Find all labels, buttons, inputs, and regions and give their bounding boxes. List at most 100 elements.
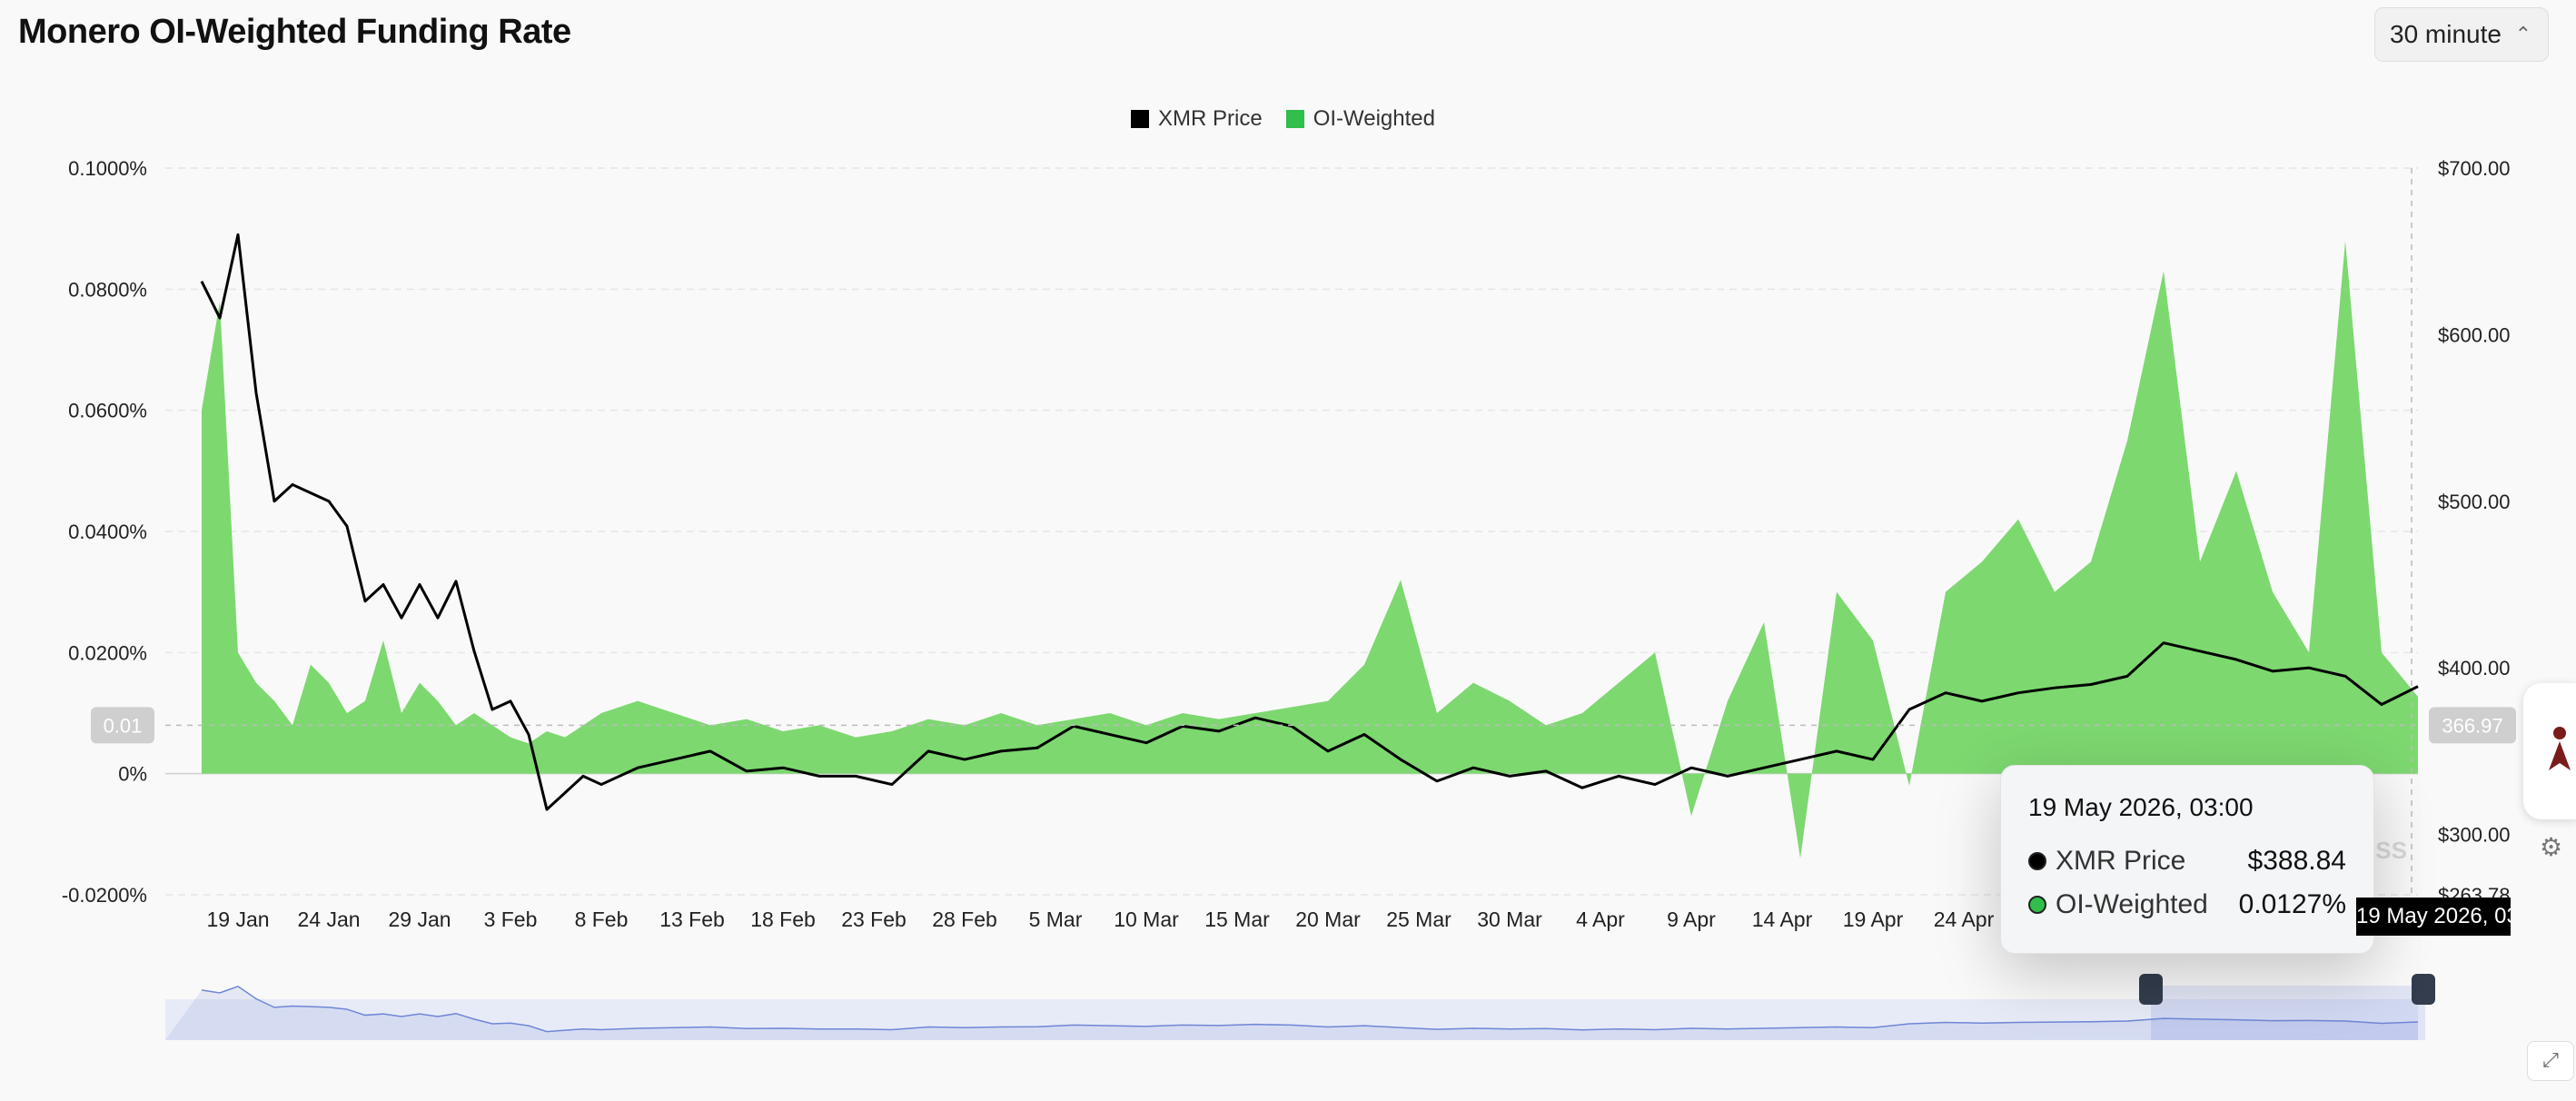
funding-area-segment [202,301,220,774]
tooltip-dot-price [2028,852,2046,870]
x-tick-label: 8 Feb [575,908,629,931]
funding-area-segment [238,652,256,774]
funding-area-segment [2055,561,2091,774]
x-tick-label: 19 Jan [206,908,269,931]
funding-area-segment [856,731,892,774]
navigator-handle [2139,974,2163,1005]
funding-area-segment [965,713,1001,774]
funding-area-segment [1328,664,1364,774]
x-tick-label: 25 Mar [1386,908,1451,931]
tooltip-value-price: $388.84 [2247,846,2346,876]
x-tick-label: 3 Feb [484,908,538,931]
y-right-tick-label: $600.00 [2438,323,2511,346]
tooltip-row-price: XMR Price $388.84 [2028,846,2346,877]
x-tick-label: 13 Feb [659,908,725,931]
gear-icon[interactable]: ⚙ [2540,833,2563,861]
funding-area-segment [1001,713,1037,774]
funding-area-segment [1837,591,1873,774]
x-tick-label: 10 Mar [1114,908,1179,931]
interval-label: 30 minute [2390,20,2502,48]
x-tick-label: 5 Mar [1029,908,1083,931]
crosshair-right-tag-bg [2429,707,2516,744]
x-tick-label: 24 Jan [297,908,360,931]
tooltip-date: 19 May 2026, 03:00 [2028,793,2254,821]
y-left-tick-label: 0.0400% [68,521,147,543]
funding-area-segment [2164,271,2200,774]
funding-area-segment [274,700,292,774]
expand-icon[interactable]: ⤢ [2527,1041,2574,1081]
funding-area-segment [492,725,510,774]
funding-area-segment [892,719,928,774]
navigator-background [165,999,2418,1040]
x-tick-label: 28 Feb [932,908,997,931]
y-left-tick-label: 0.0200% [68,641,147,664]
funding-area-segment [1800,591,1837,858]
funding-area-segment [1909,591,1946,786]
funding-area-segment [2309,241,2345,774]
funding-area-segment [1582,682,1619,774]
funding-area-segment [1691,700,1728,817]
y-left-tick-label: -0.0200% [62,884,147,907]
funding-area-segment [1183,713,1219,774]
funding-area-segment [256,682,274,774]
interval-select[interactable]: 30 minute ⌃ [2374,7,2549,62]
funding-area-segment [1764,622,1800,858]
funding-area-segment [1219,713,1255,774]
funding-area-segment [420,682,438,774]
page-title: Monero OI-Weighted Funding Rate [18,13,571,51]
x-tick-label: 15 Mar [1204,908,1270,931]
legend-swatch-funding [1285,110,1304,128]
y-right-tick-label: $400.00 [2438,657,2511,679]
navigator [165,974,2435,1040]
funding-area-segment [2091,441,2127,774]
funding-area-segment [1255,707,1292,774]
x-tick-label: 24 Apr [1934,908,1995,931]
navigator-handle [2412,974,2435,1005]
funding-area-segment [1146,713,1183,774]
funding-area-segment [565,725,583,774]
funding-area-segment [1037,719,1074,774]
funding-area-segment [1074,713,1110,774]
funding-area-segment [928,719,965,774]
funding-area-segment [1619,652,1655,774]
tooltip-label-funding: OI-Weighted [2056,889,2208,919]
funding-area-segment [783,725,819,774]
updown-chevron-icon: ⌃ [2514,23,2531,45]
funding-area-segment [347,700,365,774]
x-tick-label: 20 Mar [1295,908,1361,931]
tooltip-label-price: XMR Price [2056,846,2186,876]
funding-area-segment [1982,519,2018,774]
funding-area-segment [1873,640,1909,786]
funding-area-segment [329,682,347,774]
x-tick-label: 29 Jan [388,908,451,931]
legend-item-funding[interactable]: OI-Weighted [1285,106,1435,132]
funding-area-segment [438,700,456,774]
crosshair-right-label: 366.97 [2442,714,2502,737]
funding-area-segment [1437,682,1473,774]
x-tick-label: 14 Apr [1752,908,1813,931]
x-tick-label: 30 Mar [1477,908,1542,931]
y-left-tick-label: 0.0800% [68,278,147,301]
funding-area-segment [1110,713,1146,774]
legend-label-price: XMR Price [1158,106,1263,131]
funding-area-segment [292,664,311,774]
funding-area-segment [529,731,547,774]
funding-area [202,241,2418,858]
funding-area-segment [747,719,783,774]
navigator-area [165,986,2418,1040]
y-left-tick-label: 0% [118,763,147,786]
x-tick-label: 18 Feb [750,908,816,931]
funding-area-segment [1401,580,1437,774]
funding-area-segment [1364,580,1401,774]
funding-area-segment [401,682,420,774]
navigator-line [201,985,2419,1033]
person-icon [2549,727,2571,770]
side-widget[interactable] [2523,683,2576,819]
funding-area-segment [456,713,474,774]
funding-area-segment [2345,241,2382,774]
funding-area-segment [638,700,674,774]
legend-item-price[interactable]: XMR Price [1131,106,1263,132]
funding-area-segment [220,301,238,774]
funding-area-segment [1473,682,1510,774]
